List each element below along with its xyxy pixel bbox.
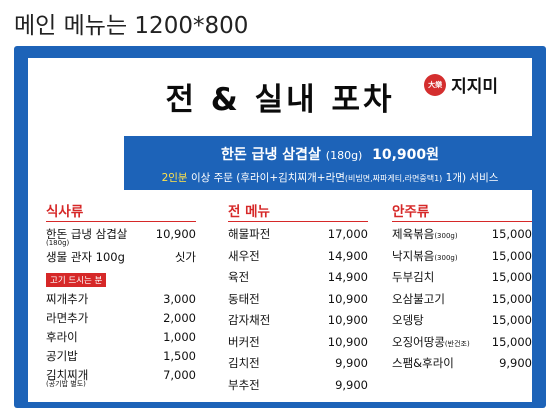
menu-item: 제육볶음(300g) 15,000 <box>392 226 532 248</box>
menu-item: 감자채전 10,900 <box>228 312 368 334</box>
item-price: 15,000 <box>491 334 532 349</box>
item-name: 공기밥 <box>46 349 78 363</box>
item-name: 김치전 <box>228 356 260 370</box>
menu-item: 오삼불고기 15,000 <box>392 291 532 313</box>
menu-item: 생물 관자 100g 싯가 <box>46 249 196 268</box>
item-name: 오삼불고기 <box>392 291 445 306</box>
item-name: 후라이 <box>46 330 78 344</box>
logo-seal-icon: 大樂 <box>424 73 447 96</box>
menu-item: 두부김치 15,000 <box>392 269 532 291</box>
menu-item: 라면추가 2,000 <box>46 310 196 329</box>
jeon-column: 전 메뉴 해물파전 17,000 새우전 14,900 육전 14,900 동태전 10… <box>228 200 368 398</box>
item-name: 부추전 <box>228 377 260 392</box>
jeon-header: 전 메뉴 <box>228 200 368 222</box>
item-note: (300g) <box>434 232 458 240</box>
menu-board-inner: 전 & 실내 포차 大樂 지지미 한돈 급냉 삼겹살 (180g) 10,900… <box>28 58 536 402</box>
menu-item: 버커전 10,900 <box>228 334 368 356</box>
promo-weight: (180g) <box>325 149 363 162</box>
menu-item: 부추전 9,900 <box>228 377 368 399</box>
item-price: 2,000 <box>163 311 196 325</box>
item-price: 3,000 <box>163 292 196 306</box>
item-name: 육전 <box>228 270 250 284</box>
item-name: 라면추가 <box>46 311 89 325</box>
item-price: 10,900 <box>327 291 368 306</box>
meals-header: 식사류 <box>46 200 196 222</box>
item-price: 7,000 <box>163 368 196 382</box>
item-price: 15,000 <box>491 270 532 284</box>
item-name: 스팸&후라이 <box>392 356 454 370</box>
menu-item: 오뎅탕 15,000 <box>392 312 532 334</box>
item-price: 15,000 <box>491 313 532 327</box>
item-name: 오징어땅콩 <box>392 334 445 349</box>
menu-item: 동태전 10,900 <box>228 291 368 313</box>
item-name: 낙지볶음 <box>392 248 435 263</box>
item-name: 감자채전 <box>228 313 271 327</box>
item-price: 9,900 <box>335 356 368 370</box>
menu-item: 해물파전 17,000 <box>228 226 368 248</box>
logo-name: 지지미 <box>451 77 498 97</box>
item-price: 15,000 <box>491 248 532 263</box>
item-name: 제육볶음 <box>392 227 435 241</box>
item-name: 생물 관자 100g <box>46 250 125 264</box>
promo-small: (비빔면,짜파게티,라면중택1) <box>344 174 443 183</box>
menu-board: 전 & 실내 포차 大樂 지지미 한돈 급냉 삼겹살 (180g) 10,900… <box>14 46 546 408</box>
item-price: 1,500 <box>163 349 196 363</box>
item-price: 10,900 <box>155 227 196 241</box>
item-price: 10,900 <box>327 334 368 349</box>
menu-item: 새우전 14,900 <box>228 248 368 270</box>
anju-header: 안주류 <box>392 200 532 222</box>
menu-item: 김치찌개 7,000 <box>46 367 196 386</box>
item-sub: (180g) <box>46 239 70 247</box>
menu-item: 한돈 급냉 삼겹살 10,900 <box>46 226 196 245</box>
item-name: 한돈 급냉 삼겹살 <box>46 227 128 241</box>
item-name: 동태전 <box>228 291 260 306</box>
menu-item: 후라이 1,000 <box>46 329 196 348</box>
item-name: 찌개추가 <box>46 292 89 306</box>
promo-price: 10,900원 <box>372 147 439 163</box>
item-name: 두부김치 <box>392 270 435 284</box>
item-price: 17,000 <box>327 227 368 241</box>
menu-item: 육전 14,900 <box>228 269 368 291</box>
item-price: 14,900 <box>327 248 368 263</box>
brand-logo: 大樂 지지미 <box>424 72 498 97</box>
item-name: 새우전 <box>228 248 260 263</box>
item-name: 해물파전 <box>228 227 271 241</box>
promo-headline: 한돈 급냉 삼겹살 (180g) 10,900원 <box>124 144 536 164</box>
item-price: 싯가 <box>174 250 196 264</box>
item-note: (300g) <box>434 253 458 262</box>
item-name: 김치찌개 <box>46 368 89 382</box>
promo-text: 이상 주문 (후라이+김치찌개+라면 <box>190 172 345 184</box>
item-sub: (공기밥 별도) <box>46 380 86 388</box>
item-price: 9,900 <box>499 356 532 370</box>
item-name: 버커전 <box>228 334 260 349</box>
promo-banner: 한돈 급냉 삼겹살 (180g) 10,900원 2인분 이상 주문 (후라이+… <box>124 136 536 190</box>
item-price: 15,000 <box>491 291 532 306</box>
item-price: 1,000 <box>163 330 196 344</box>
meals-column: 식사류 한돈 급냉 삼겹살 10,900 (180g) 생물 관자 100g 싯… <box>46 200 196 390</box>
item-price: 10,900 <box>327 313 368 327</box>
promo-highlight: 2인분 <box>161 172 188 184</box>
promo-end: 1개) 서비스 <box>445 172 499 184</box>
menu-title: 전 & 실내 포차 <box>165 82 395 118</box>
promo-item: 한돈 급냉 삼겹살 <box>220 147 321 163</box>
item-note: (반건조) <box>444 339 470 348</box>
item-name: 오뎅탕 <box>392 313 424 327</box>
menu-item: 오징어땅콩(반건조) 15,000 <box>392 334 532 356</box>
item-price: 14,900 <box>327 270 368 284</box>
menu-item: 김치전 9,900 <box>228 355 368 377</box>
anju-column: 안주류 제육볶음(300g) 15,000 낙지볶음(300g) 15,000 두부… <box>392 200 532 377</box>
page-heading: 메인 메뉴는 1200*800 <box>14 13 249 39</box>
menu-item: 낙지볶음(300g) 15,000 <box>392 248 532 270</box>
promo-condition: 2인분 이상 주문 (후라이+김치찌개+라면(비빔면,짜파게티,라면중택1) 1… <box>124 170 536 185</box>
item-price: 15,000 <box>491 227 532 241</box>
item-price: 9,900 <box>335 377 368 392</box>
meat-addon-badge: 고기 드시는 분 <box>46 273 107 287</box>
menu-item: 스팸&후라이 9,900 <box>392 355 532 377</box>
menu-item: 공기밥 1,500 <box>46 348 196 367</box>
menu-item: 찌개추가 3,000 <box>46 291 196 310</box>
